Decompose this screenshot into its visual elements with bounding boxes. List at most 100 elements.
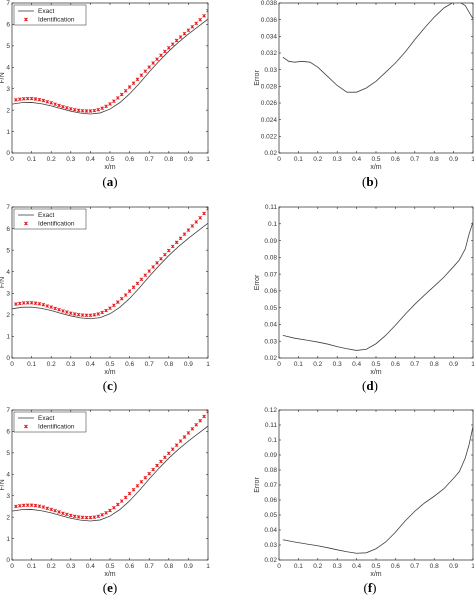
y-tick-label: 0.1 <box>268 437 277 444</box>
data-point <box>155 463 159 468</box>
panel-caption: (c) <box>103 378 117 393</box>
data-point <box>72 514 77 519</box>
data-point <box>88 313 93 318</box>
y-tick-label: 0.024 <box>261 117 278 124</box>
data-point <box>108 508 112 513</box>
data-point <box>53 102 57 106</box>
series-line-exact <box>12 222 208 320</box>
legend-label-exact: Exact <box>38 415 54 422</box>
data-point <box>182 435 187 439</box>
y-tick-label: 7 <box>6 204 10 211</box>
data-point <box>127 85 132 89</box>
data-point <box>194 220 199 224</box>
x-tick-label: 0.1 <box>27 563 36 570</box>
data-point <box>123 293 128 297</box>
series-line-error <box>282 3 473 93</box>
legend: Exact Identification <box>13 4 87 26</box>
x-tick-label: 0.3 <box>333 563 342 570</box>
data-point <box>65 512 69 517</box>
data-point <box>61 104 65 109</box>
legend-swatch-identification <box>24 424 28 429</box>
y-tick-label: 0.034 <box>261 34 278 41</box>
data-point <box>61 511 65 516</box>
y-tick-label: 0.04 <box>264 527 277 534</box>
data-point <box>135 484 140 488</box>
data-point <box>49 101 54 105</box>
x-tick-label: 0.4 <box>352 361 361 368</box>
panel-caption: (a) <box>102 174 117 189</box>
data-point <box>92 108 97 113</box>
x-tick-label: 0.2 <box>313 563 322 570</box>
plot-area <box>278 409 474 561</box>
y-tick-label: 0.11 <box>265 422 278 429</box>
x-tick-label: 0.2 <box>313 361 322 368</box>
y-tick-label: 1 <box>6 334 10 341</box>
data-point <box>41 505 46 509</box>
data-point <box>108 306 112 310</box>
data-point <box>65 105 69 110</box>
y-tick-label: 0.04 <box>264 322 277 329</box>
data-point <box>14 302 18 306</box>
plot-area <box>11 2 209 154</box>
x-tick-label: 1 <box>471 361 474 368</box>
legend: Exact Identification <box>13 411 87 433</box>
series-line-exact <box>12 425 208 522</box>
data-point <box>21 503 26 508</box>
x-tick-label: 0.8 <box>164 156 173 163</box>
x-tick-label: 0.9 <box>184 563 193 570</box>
x-tick-label: 0.4 <box>86 156 95 163</box>
data-point <box>147 269 152 273</box>
data-point <box>155 261 159 265</box>
data-point <box>182 31 187 36</box>
y-tick-label: 0.028 <box>261 84 278 91</box>
data-point <box>96 312 101 316</box>
y-tick-label: 0.1 <box>268 221 277 228</box>
plot-content <box>12 8 208 115</box>
plot-area <box>11 206 209 359</box>
data-point <box>68 107 73 111</box>
y-axis-label: Error <box>254 274 261 290</box>
data-point <box>68 513 73 518</box>
data-point <box>80 515 85 520</box>
data-point <box>88 109 93 113</box>
y-tick-label: 7 <box>6 0 10 7</box>
data-point <box>131 81 136 85</box>
y-tick-label: 0.05 <box>264 305 277 312</box>
chart-panel-f: 0 0.1 0.2 0.3 0.4 0.5 0.6 0.7 0.8 0.9 1 0.02 0.03 0.0… <box>254 407 474 595</box>
y-tick-label: 4 <box>6 64 10 71</box>
x-tick-label: 0.2 <box>47 563 56 570</box>
y-tick-label: 0.08 <box>264 255 277 262</box>
data-point <box>41 98 46 103</box>
y-axis-label: Error <box>254 477 261 493</box>
x-tick-label: 0.1 <box>27 361 36 368</box>
x-tick-label: 0.7 <box>410 563 419 570</box>
x-axis-label: x/m <box>370 571 381 578</box>
y-tick-label: 0.07 <box>264 482 277 489</box>
y-tick-label: 4 <box>6 471 10 478</box>
legend-box <box>13 208 87 230</box>
x-tick-label: 0.3 <box>66 361 75 368</box>
data-point <box>68 311 73 315</box>
plot-area <box>278 206 474 359</box>
data-point <box>116 96 120 100</box>
data-point <box>29 96 34 101</box>
data-point <box>123 495 128 500</box>
data-point <box>198 418 202 423</box>
legend-swatch-identification <box>24 221 28 226</box>
y-tick-label: 0.06 <box>264 288 277 295</box>
data-point <box>96 107 101 112</box>
x-axis-label: x/m <box>104 164 115 171</box>
data-point <box>14 504 18 509</box>
data-point <box>143 69 148 73</box>
x-tick-label: 1 <box>471 563 474 570</box>
x-tick-label: 0.1 <box>294 361 303 368</box>
x-tick-label: 0.7 <box>410 156 419 163</box>
x-tick-label: 0.5 <box>105 563 114 570</box>
data-point <box>84 313 89 318</box>
data-point <box>135 281 140 286</box>
legend-label-identification: Identification <box>38 17 75 24</box>
y-tick-label: 0.022 <box>261 134 278 141</box>
data-point <box>84 109 89 113</box>
x-tick-label: 0.3 <box>66 156 75 163</box>
data-point <box>135 77 140 82</box>
